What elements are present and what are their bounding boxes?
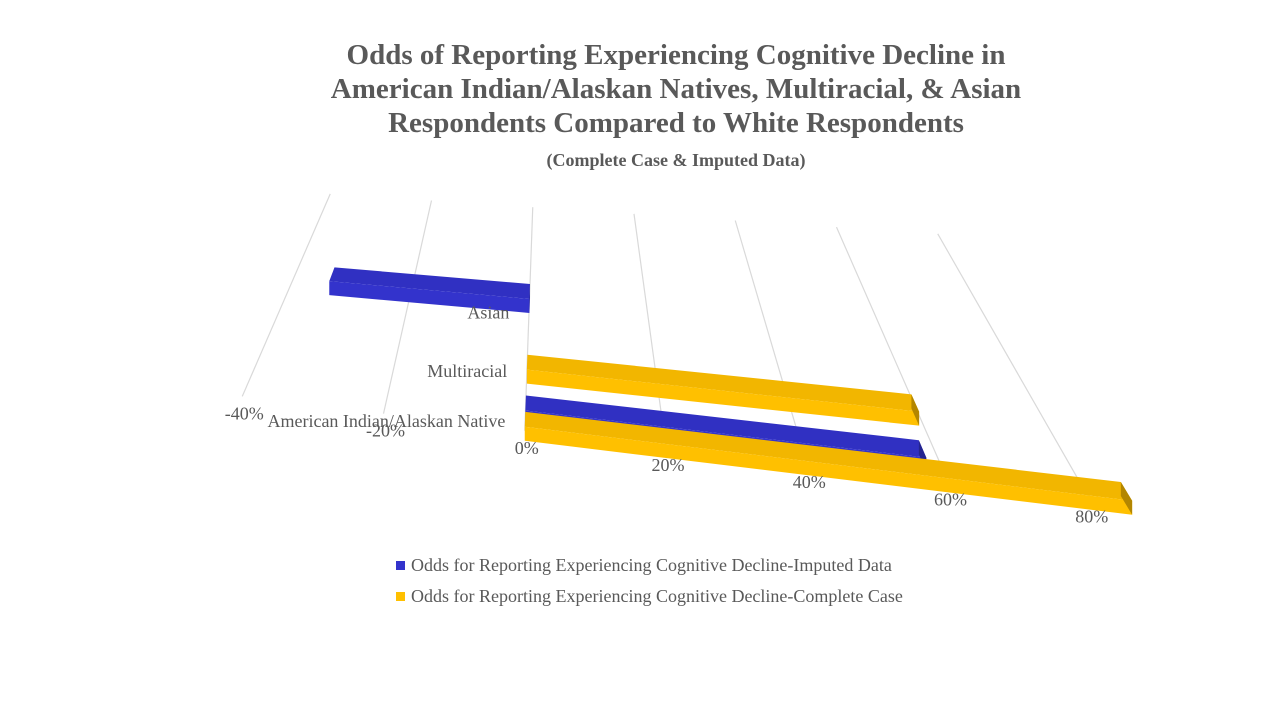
gridline xyxy=(835,226,950,483)
x-tick-label: 40% xyxy=(793,472,826,492)
gridline xyxy=(524,207,534,431)
x-tick-label: -40% xyxy=(225,403,264,423)
x-tick-label: 60% xyxy=(934,489,967,509)
gridlines xyxy=(241,193,1091,500)
legend-item-complete-case: Odds for Reporting Experiencing Cognitiv… xyxy=(396,581,903,612)
chart-title-line-2: American Indian/Alaskan Natives, Multira… xyxy=(330,73,1022,105)
gridline xyxy=(382,200,433,414)
gridline xyxy=(734,220,808,466)
legend-swatch-complete-case xyxy=(396,592,405,601)
chart-title-block: Odds of Reporting Experiencing Cognitive… xyxy=(0,38,1280,171)
category-label: Multiracial xyxy=(427,361,507,381)
gridline xyxy=(937,233,1091,500)
legend-label-complete-case: Odds for Reporting Experiencing Cognitiv… xyxy=(411,586,903,606)
bars xyxy=(329,267,1133,515)
category-label: American Indian/Alaskan Native xyxy=(267,411,505,431)
bar xyxy=(524,411,1133,515)
category-label: Asian xyxy=(467,302,509,322)
legend-label-imputed: Odds for Reporting Experiencing Cognitiv… xyxy=(411,555,892,575)
x-tick-labels: -40% -20% 0% 20% 40% 60% 80% xyxy=(225,403,1109,526)
legend: Odds for Reporting Experiencing Cognitiv… xyxy=(396,550,903,612)
x-tick-label: 0% xyxy=(515,438,539,458)
x-tick-label: 80% xyxy=(1075,507,1108,527)
gridline xyxy=(633,213,667,449)
chart-subtitle: (Complete Case & Imputed Data) xyxy=(546,150,806,170)
chart-title-line-3: Respondents Compared to White Respondent… xyxy=(388,107,964,139)
chart-title-line-1: Odds of Reporting Experiencing Cognitive… xyxy=(346,39,1006,71)
legend-swatch-imputed xyxy=(396,561,405,570)
x-tick-label: -20% xyxy=(366,421,405,441)
bar xyxy=(329,267,530,313)
category-labels: Asian Multiracial American Indian/Alaskan … xyxy=(267,302,509,431)
bar xyxy=(526,354,920,426)
gridline xyxy=(241,193,331,397)
legend-item-imputed: Odds for Reporting Experiencing Cognitiv… xyxy=(396,550,903,581)
x-tick-label: 20% xyxy=(652,455,685,475)
